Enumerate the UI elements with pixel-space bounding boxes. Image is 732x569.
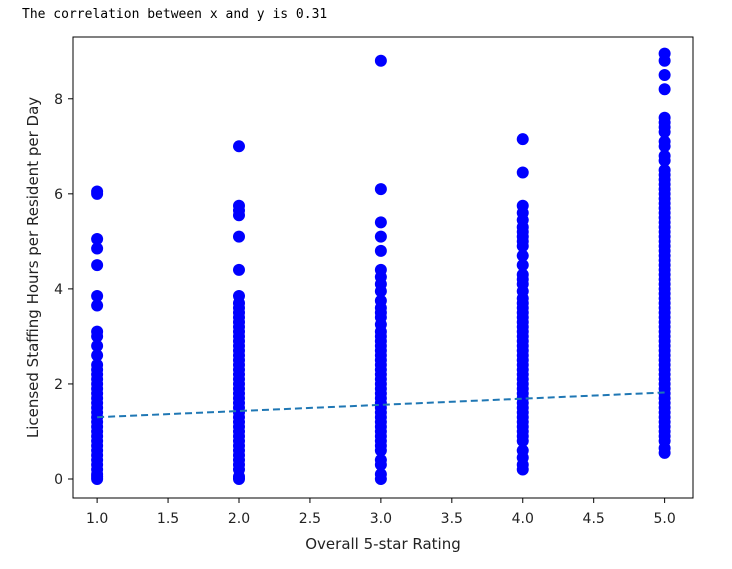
data-point	[374, 453, 387, 466]
data-point	[232, 140, 245, 153]
data-point	[374, 183, 387, 196]
data-point	[91, 358, 104, 371]
data-point	[232, 199, 245, 212]
x-tick-label: 3.0	[370, 511, 392, 527]
y-axis-ticks: 0 2 4 6 8	[54, 92, 73, 488]
data-point	[91, 325, 104, 338]
data-point	[91, 349, 104, 362]
y-tick-label: 4	[54, 282, 63, 298]
plot-frame	[72, 36, 694, 499]
data-point	[374, 54, 387, 67]
y-axis-label: Licensed Staffing Hours per Resident per…	[24, 97, 42, 438]
data-point	[658, 149, 671, 162]
y-tick-label: 0	[54, 472, 63, 488]
data-point	[374, 263, 387, 276]
data-point	[374, 468, 387, 481]
data-point	[516, 268, 529, 281]
x-axis-label: Overall 5-star Rating	[305, 535, 461, 553]
data-point	[91, 290, 104, 303]
data-point	[232, 290, 245, 303]
data-point	[91, 242, 104, 255]
data-point	[516, 259, 529, 272]
data-point	[91, 339, 104, 352]
data-point	[91, 259, 104, 272]
data-point	[516, 249, 529, 262]
data-point	[374, 230, 387, 243]
data-point	[516, 199, 529, 212]
trend-line	[97, 391, 665, 419]
data-point	[658, 69, 671, 82]
x-tick-label: 2.0	[228, 511, 250, 527]
data-point	[91, 185, 104, 198]
x-axis-ticks: 1.0 1.5 2.0 2.5 3.0 3.5 4.0 4.5 5.0	[86, 498, 676, 527]
y-tick-label: 2	[54, 377, 63, 393]
points-layer	[91, 47, 671, 485]
x-tick-label: 1.0	[86, 511, 108, 527]
correlation-output-text: The correlation between x and y is 0.31	[22, 7, 328, 22]
data-point	[658, 83, 671, 96]
x-tick-label: 5.0	[653, 511, 675, 527]
x-tick-label: 4.0	[512, 511, 534, 527]
data-point	[516, 166, 529, 179]
x-tick-label: 4.5	[583, 511, 605, 527]
data-point	[91, 299, 104, 312]
x-tick-label: 3.5	[441, 511, 463, 527]
data-point	[374, 216, 387, 229]
data-point	[232, 263, 245, 276]
data-point	[91, 232, 104, 245]
x-tick-label: 2.5	[299, 511, 321, 527]
y-tick-label: 6	[54, 187, 63, 203]
data-point	[516, 444, 529, 457]
data-point	[658, 135, 671, 148]
data-point	[658, 164, 671, 177]
x-tick-label: 1.5	[157, 511, 179, 527]
data-point	[516, 133, 529, 146]
y-tick-label: 8	[54, 92, 63, 108]
data-point	[374, 244, 387, 257]
data-point	[658, 111, 671, 124]
data-point	[658, 47, 671, 60]
data-point	[374, 294, 387, 307]
data-point	[232, 230, 245, 243]
